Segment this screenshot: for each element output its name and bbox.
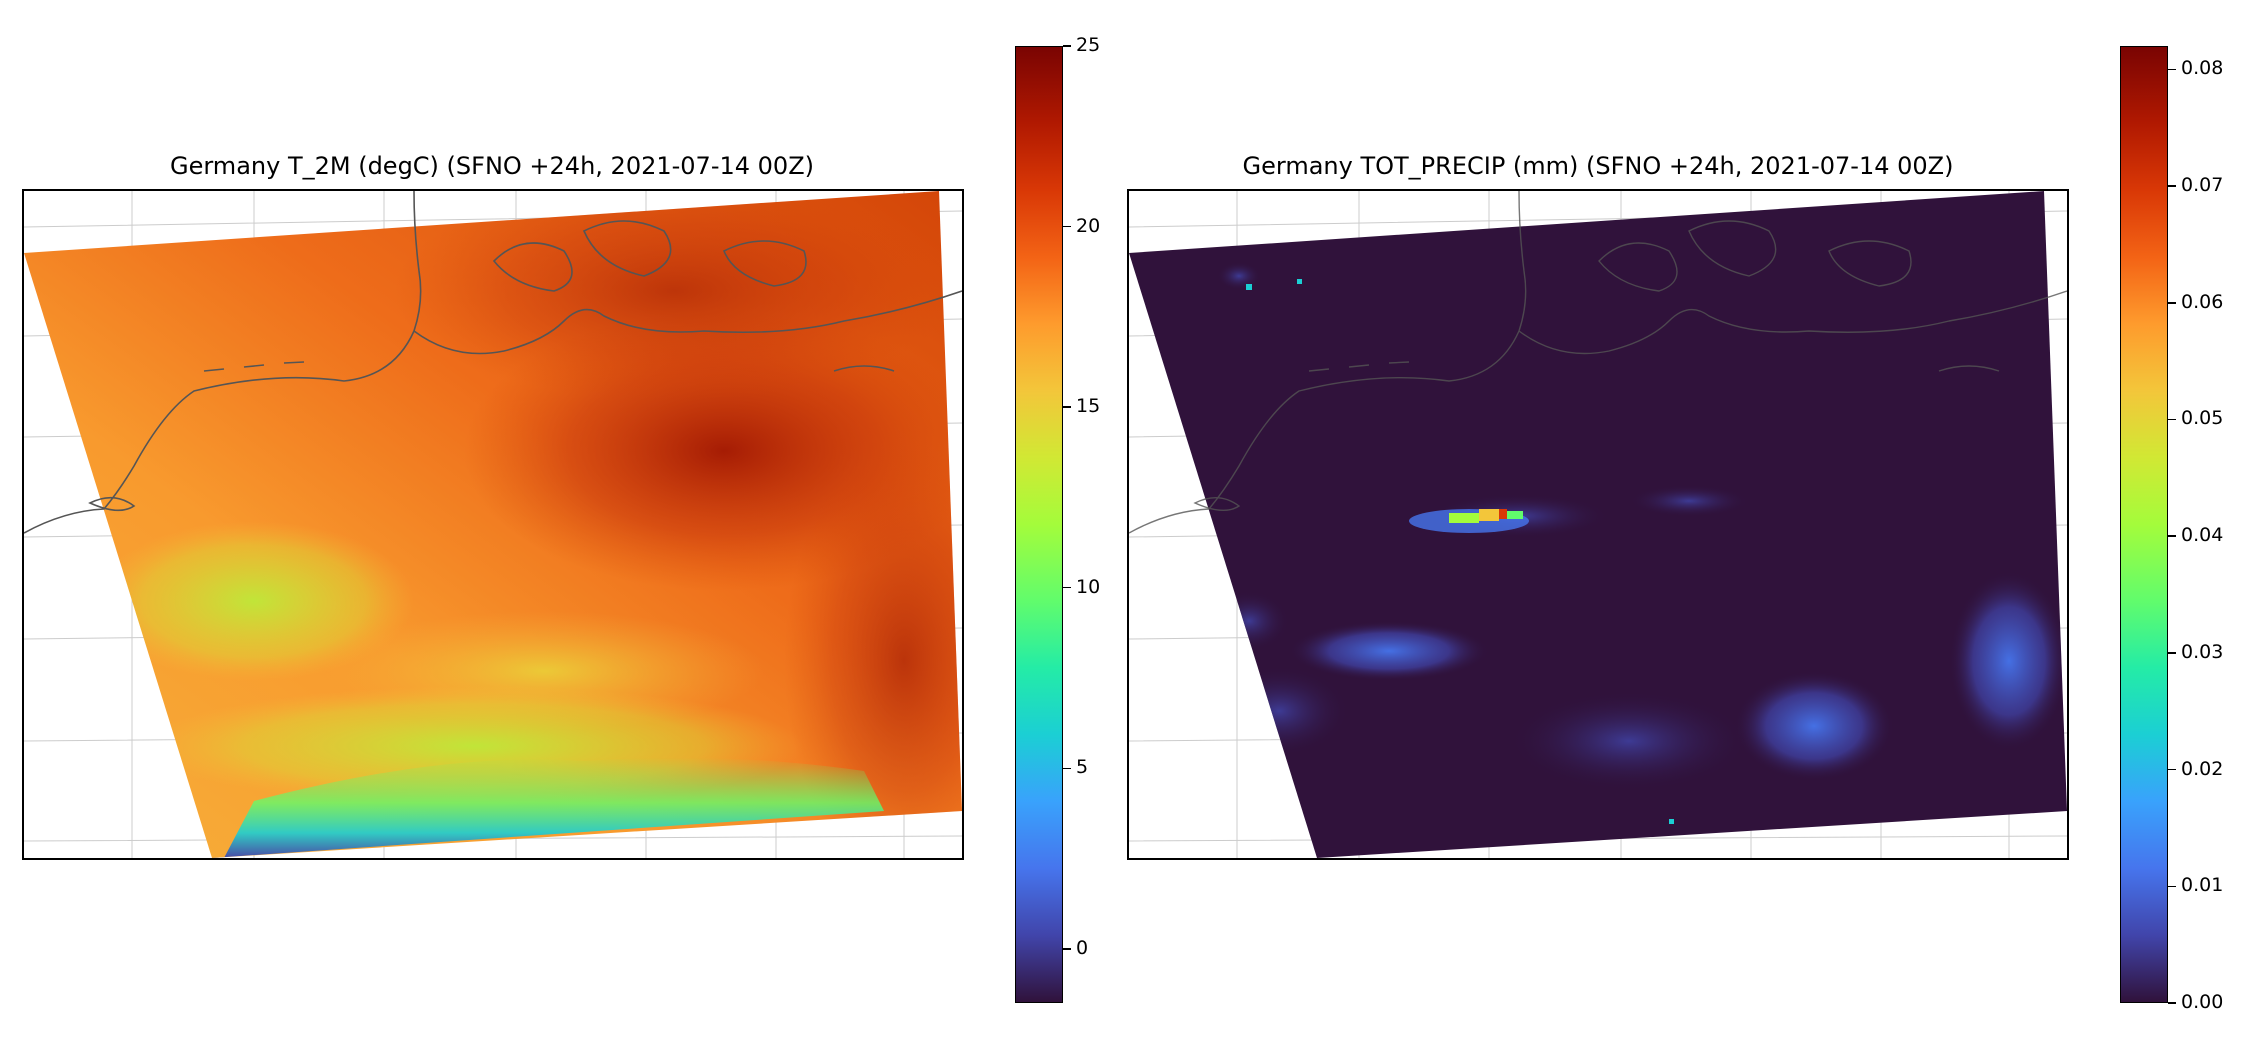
temperature-colorbar-tick: [1063, 406, 1071, 408]
precipitation-map: [1127, 189, 2069, 860]
temperature-colorbar-tick-label: 20: [1076, 214, 1101, 237]
precipitation-colorbar: [2120, 46, 2168, 1003]
precipitation-colorbar-tick: [2168, 1002, 2176, 1004]
temperature-colorbar-tick: [1063, 225, 1071, 228]
precipitation-colorbar-tick-label: 0.00: [2181, 991, 2224, 1013]
precipitation-colorbar-tick-label: 0.02: [2181, 757, 2224, 780]
temperature-colorbar-tick: [1063, 586, 1071, 589]
precipitation-colorbar-tick: [2168, 185, 2176, 187]
temperature-colorbar-tick-label: 25: [1076, 34, 1101, 56]
precipitation-colorbar-tick-label: 0.03: [2181, 640, 2224, 663]
temperature-colorbar-tick: [1063, 767, 1071, 769]
precipitation-colorbar-tick: [2168, 652, 2176, 654]
precipitation-map-svg: [1129, 191, 2067, 858]
temperature-colorbar-tick-label: 0: [1076, 936, 1089, 959]
precipitation-colorbar-tick-label: 0.01: [2181, 874, 2224, 897]
temperature-map: [22, 189, 964, 860]
precipitation-colorbar-tick: [2168, 885, 2176, 888]
precipitation-colorbar-tick: [2168, 535, 2176, 537]
temperature-colorbar-tick-label: 15: [1076, 395, 1101, 418]
temperature-colorbar-tick-label: 10: [1076, 575, 1101, 598]
precipitation-colorbar-tick-label: 0.05: [2181, 407, 2224, 430]
precipitation-colorbar-tick: [2168, 302, 2176, 304]
temperature-colorbar: [1015, 46, 1063, 1003]
temperature-map-svg: [24, 191, 962, 858]
temperature-colorbar-tick-label: 5: [1076, 756, 1089, 779]
precipitation-coastline: [1129, 191, 2067, 534]
temperature-coastline: [24, 191, 962, 534]
precipitation-colorbar-tick-label: 0.08: [2181, 57, 2224, 80]
precipitation-colorbar-tick: [2168, 768, 2176, 771]
precipitation-colorbar-tick-label: 0.06: [2181, 290, 2224, 313]
precipitation-colorbar-tick: [2168, 418, 2176, 421]
temperature-map-title: Germany T_2M (degC) (SFNO +24h, 2021-07-…: [170, 152, 814, 180]
temperature-colorbar-tick: [1063, 948, 1071, 950]
precipitation-colorbar-tick-label: 0.04: [2181, 524, 2224, 547]
temperature-colorbar-tick: [1063, 45, 1071, 47]
precipitation-map-title: Germany TOT_PRECIP (mm) (SFNO +24h, 2021…: [1242, 152, 1954, 180]
precipitation-colorbar-tick: [2168, 68, 2176, 71]
precipitation-colorbar-tick-label: 0.07: [2181, 174, 2224, 197]
